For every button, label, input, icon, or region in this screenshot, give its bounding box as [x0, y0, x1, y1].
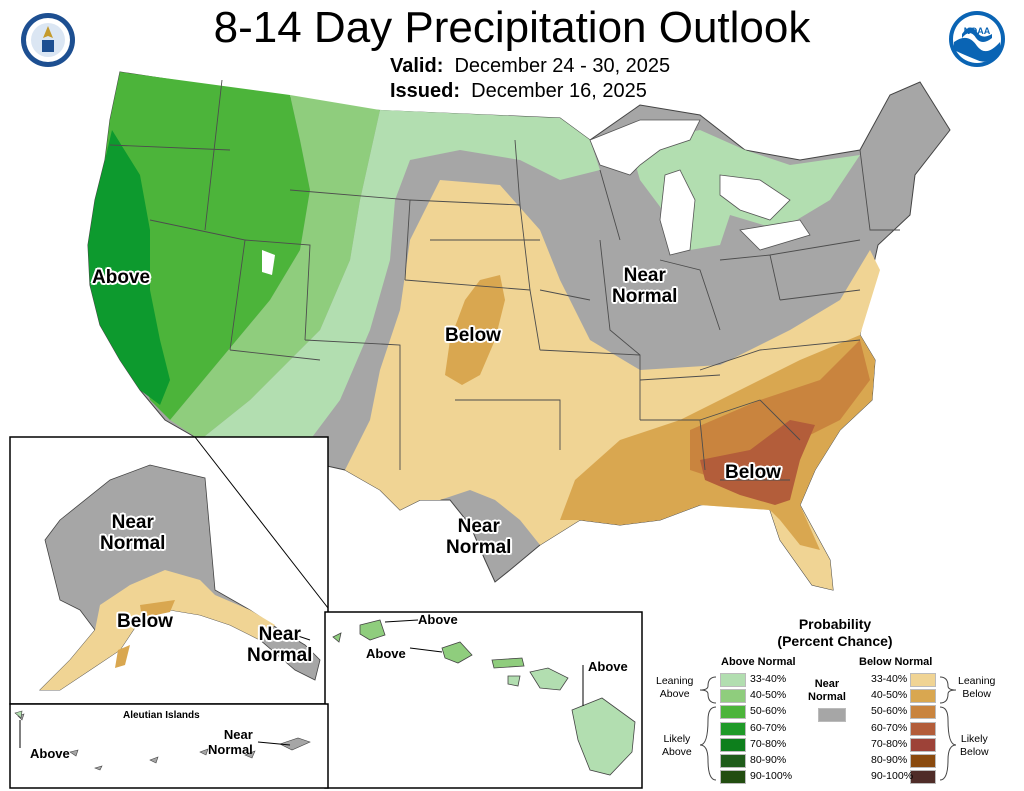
legend-above-item-swatch — [720, 770, 746, 785]
label-alaska-below: Below — [117, 611, 173, 632]
alaska-below-33-40 — [40, 570, 275, 690]
svg-text:NOAA: NOAA — [964, 26, 991, 36]
issued-line: Issued: December 16, 2025 — [390, 79, 647, 103]
inset-connector-top — [194, 436, 329, 609]
legend-above-item-swatch — [720, 721, 746, 736]
alaska-below-40-50 — [115, 600, 175, 668]
label-hawaii-above-kauai: Above — [418, 612, 458, 627]
great-lakes — [589, 119, 811, 256]
legend-below-item-swatch — [910, 770, 936, 785]
conus-above-33-40 — [200, 110, 600, 460]
legend-brackets — [699, 676, 957, 781]
state-lines — [109, 79, 900, 481]
conus-below-50-60 — [690, 340, 870, 480]
legend-above-item-swatch — [720, 705, 746, 720]
kauai — [359, 619, 386, 641]
label-alaska-near-normal-southeast: Near Normal — [247, 624, 313, 666]
legend-below-item-swatch — [910, 721, 936, 736]
aleutian-frame — [9, 703, 329, 789]
legend-above-item-swatch — [720, 754, 746, 768]
aleutian-inset — [9, 703, 329, 789]
legend-above-item-label: 70-80% — [750, 737, 787, 750]
legend-above-item-label: 90-100% — [750, 770, 793, 783]
legend-above-item-swatch — [720, 737, 746, 752]
legend-below-item-swatch — [910, 689, 936, 704]
salt-lake — [262, 250, 275, 275]
legend-below-item-label: 80-90% — [871, 754, 908, 766]
legend-above-item-label: 33-40% — [750, 673, 787, 685]
legend-below-item-swatch — [910, 673, 936, 687]
legend-above-item-swatch — [720, 689, 746, 704]
molokai — [491, 657, 525, 669]
aleutian-title: Aleutian Islands — [123, 710, 200, 721]
lanai — [507, 675, 521, 687]
legend-near-header: Near Normal — [808, 678, 846, 703]
legend-near-swatch — [818, 708, 846, 722]
legend-below-item-label: 70-80% — [871, 737, 908, 750]
legend-title: Probability (Percent Chance) — [777, 616, 893, 649]
label-above-west: Above — [92, 267, 151, 288]
legend-above-item-label: 50-60% — [750, 705, 787, 718]
label-below-plains: Below — [445, 325, 501, 346]
legend-above-header: Above Normal — [721, 656, 796, 668]
legend-leaning-below: Leaning Below — [958, 675, 996, 700]
hawaii-inset — [324, 611, 643, 789]
legend-above-item-label: 40-50% — [750, 689, 787, 702]
conus-below-40-50-plains — [445, 275, 505, 385]
label-hawaii-above-oahu: Above — [366, 646, 406, 661]
valid-value: December 24 - 30, 2025 — [454, 55, 671, 77]
legend-above-item-label: 60-70% — [750, 721, 787, 734]
legend-below-item-label: 50-60% — [871, 705, 908, 718]
legend-likely-below: Likely Below — [960, 733, 989, 758]
legend-below-item-label: 33-40% — [871, 673, 908, 685]
legend-below-item-label: 90-100% — [871, 770, 914, 783]
legend-above-item-swatch — [720, 673, 746, 687]
issued-value: December 16, 2025 — [471, 80, 647, 102]
legend-likely-above: Likely Above — [662, 733, 692, 758]
legend-below-item-swatch — [910, 754, 936, 768]
aleutian-islands — [17, 713, 311, 771]
label-aleutian-near-normal: Near Normal — [208, 727, 253, 757]
conus-above-60-70 — [88, 130, 170, 405]
legend-leaning-above: Leaning Above — [656, 675, 694, 700]
maui — [529, 667, 569, 691]
legend-below-item-label: 60-70% — [871, 721, 908, 734]
legend-below-item-label: 40-50% — [871, 689, 908, 702]
legend-below-header: Below Normal — [859, 656, 933, 668]
issued-label: Issued: — [390, 80, 461, 102]
label-hawaii-above-big-island: Above — [588, 659, 628, 674]
niihau — [332, 632, 342, 643]
alaska-inset — [9, 436, 329, 705]
page-title: 8-14 Day Precipitation Outlook — [213, 3, 811, 52]
commerce-seal-logo — [21, 13, 75, 67]
label-below-southeast: Below — [725, 462, 781, 483]
conus-below-60-70 — [700, 420, 815, 505]
label-aleutian-above: Above — [30, 746, 70, 761]
valid-label: Valid: — [390, 55, 444, 77]
label-near-normal-texas: Near Normal — [446, 516, 512, 558]
oahu — [441, 641, 473, 664]
conus-above-40-50 — [170, 95, 380, 440]
valid-line: Valid: December 24 - 30, 2025 — [390, 54, 670, 78]
big-island — [571, 697, 636, 776]
legend-above-item-label: 80-90% — [750, 754, 787, 766]
label-near-normal-midwest: Near Normal — [612, 265, 678, 307]
legend-below-item-swatch — [910, 737, 936, 752]
label-alaska-near-normal-north: Near Normal — [100, 512, 166, 554]
noaa-logo: NOAA — [949, 11, 1005, 67]
legend-below-item-swatch — [910, 705, 936, 720]
